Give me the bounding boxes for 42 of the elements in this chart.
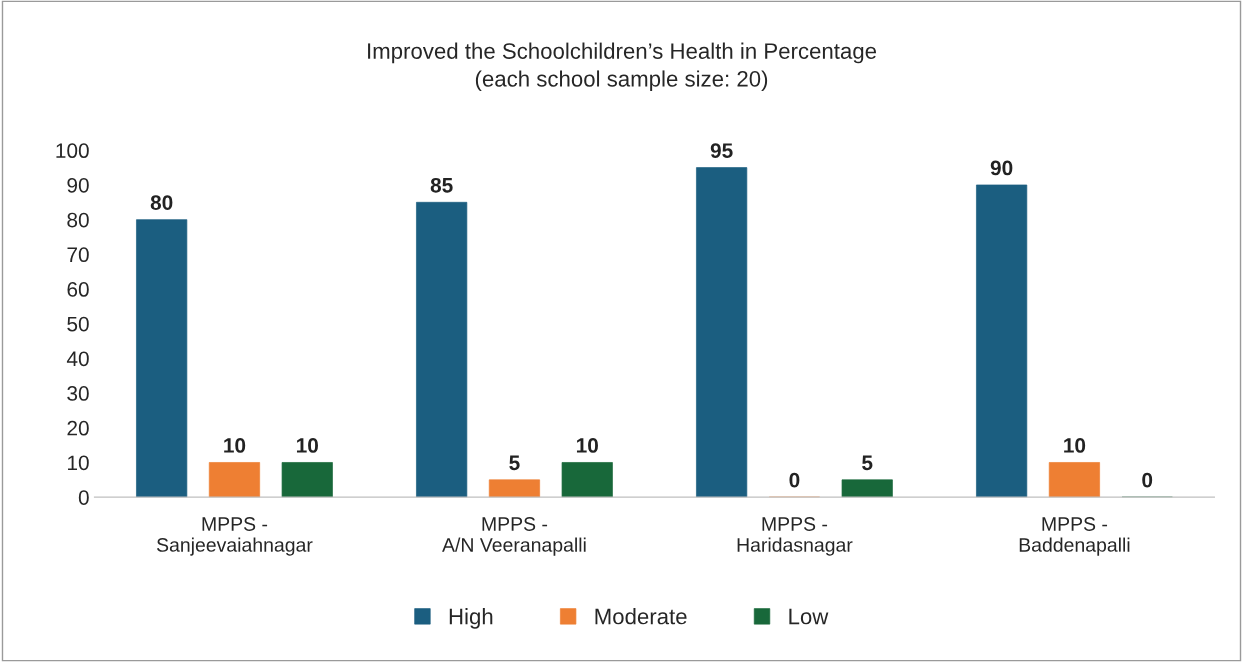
- bar: [696, 167, 748, 498]
- data-label: 10: [576, 438, 598, 453]
- data-label: 85: [430, 177, 453, 193]
- x-tick-label: MPPS - A/N Veeranapalli: [442, 517, 586, 556]
- x-tick-label: MPPS - Baddenapalli: [1019, 517, 1130, 556]
- y-tick-label: 90: [67, 177, 89, 193]
- y-tick-label: 30: [67, 386, 89, 401]
- data-label: 90: [990, 160, 1013, 176]
- y-tick-label: 10: [68, 455, 89, 471]
- data-label: 5: [509, 455, 520, 471]
- data-label: 10: [296, 438, 318, 453]
- data-label: 0: [789, 472, 800, 488]
- chart-subtitle: (each school sample size: 20): [475, 70, 768, 92]
- bar: [1048, 462, 1100, 498]
- data-label: 80: [150, 195, 173, 210]
- y-tick-label: 50: [67, 316, 89, 332]
- y-tick-label: 20: [67, 420, 89, 436]
- y-tick-label: 60: [67, 282, 89, 297]
- chart-title: Improved the Schoolchildren’s Health in Percentage: [368, 42, 877, 64]
- legend-label: Low: [789, 608, 829, 625]
- data-label: 0: [1142, 472, 1153, 488]
- bar: [841, 479, 893, 498]
- data-label: 95: [710, 143, 733, 158]
- y-tick-label: 100: [56, 143, 89, 159]
- legend-label: Moderate: [595, 608, 687, 625]
- y-tick-label: 80: [67, 212, 89, 228]
- bar: [976, 184, 1028, 498]
- bar: [136, 219, 188, 498]
- bar: [488, 479, 540, 498]
- legend-label: High: [449, 608, 493, 629]
- bar: [561, 462, 613, 498]
- bar: [281, 462, 333, 498]
- x-tick-label: MPPS - Haridasnagar: [737, 517, 853, 556]
- y-tick-label: 0: [78, 490, 89, 505]
- data-label: 10: [1064, 438, 1086, 453]
- x-tick-label: MPPS - Sanjeevaiahnagar: [156, 517, 313, 556]
- y-tick-label: 40: [66, 351, 89, 367]
- y-tick-label: 70: [67, 247, 89, 263]
- data-label: 10: [224, 438, 246, 453]
- bar: [208, 462, 261, 498]
- bar: [416, 201, 468, 498]
- data-label: 5: [862, 455, 873, 471]
